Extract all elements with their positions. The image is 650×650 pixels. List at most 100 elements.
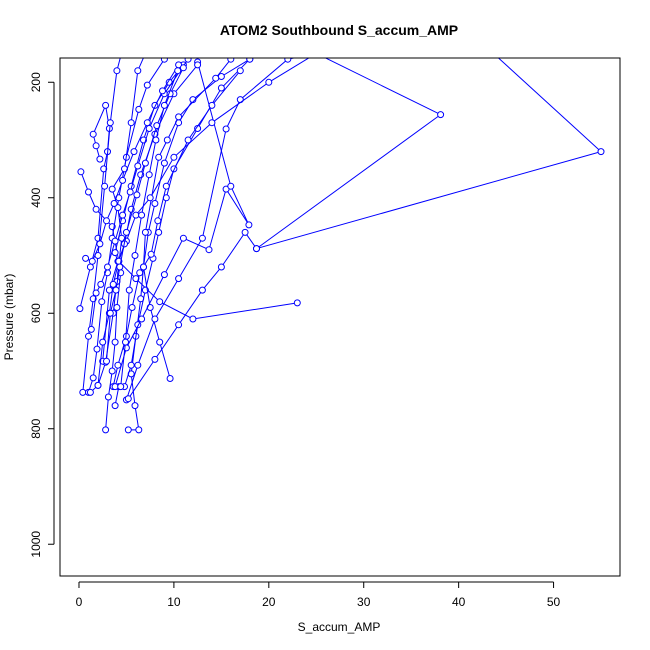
data-point <box>143 119 151 127</box>
data-point <box>94 381 102 389</box>
data-point <box>189 315 197 323</box>
data-point <box>208 119 216 127</box>
data-point <box>236 96 244 104</box>
data-point <box>82 254 90 262</box>
data-point <box>147 250 155 258</box>
data-point <box>217 263 225 271</box>
series-line <box>114 58 251 406</box>
data-point <box>122 338 129 346</box>
data-point <box>151 315 159 323</box>
data-point <box>222 125 230 133</box>
data-point <box>122 39 128 45</box>
data-point <box>143 81 151 89</box>
data-point <box>93 345 101 353</box>
data-point <box>313 50 319 56</box>
data-point <box>227 182 235 190</box>
series-13 <box>124 45 605 403</box>
data-point <box>245 221 253 229</box>
x-tick-label: 20 <box>262 595 276 609</box>
data-point <box>122 228 130 236</box>
data-point <box>160 271 168 279</box>
x-axis-label: S_accum_AMP <box>298 620 381 634</box>
data-point <box>119 211 127 219</box>
data-point <box>179 234 187 242</box>
data-point <box>174 67 182 75</box>
data-point <box>105 286 113 294</box>
x-tick-label: 0 <box>76 595 83 609</box>
series-14 <box>99 58 445 365</box>
y-axis-label: Pressure (mbar) <box>2 274 16 361</box>
data-point <box>104 263 111 271</box>
data-point <box>175 321 183 329</box>
data-point <box>159 87 166 95</box>
data-point <box>131 402 139 410</box>
data-point <box>119 176 127 184</box>
data-point <box>111 402 119 410</box>
series-line <box>114 61 250 387</box>
data-point <box>127 119 135 127</box>
data-point <box>96 155 104 163</box>
x-tick-label: 40 <box>452 595 466 609</box>
data-point <box>89 130 97 138</box>
data-point <box>484 45 490 51</box>
data-point <box>597 148 605 156</box>
data-point <box>97 280 105 288</box>
data-point <box>87 325 95 333</box>
series-line <box>85 64 180 262</box>
data-point <box>111 338 119 346</box>
data-point <box>141 228 149 236</box>
data-point <box>437 111 445 119</box>
data-point <box>227 58 235 63</box>
data-point <box>236 67 244 75</box>
data-point <box>136 269 144 277</box>
data-point <box>111 237 119 245</box>
y-tick-label: 200 <box>29 72 43 92</box>
data-point <box>86 388 94 396</box>
data-point <box>205 246 213 254</box>
data-point <box>104 393 112 401</box>
data-point <box>117 383 125 391</box>
data-point <box>135 426 143 434</box>
data-point <box>108 367 116 375</box>
y-tick-label: 800 <box>29 418 43 438</box>
data-point <box>156 298 164 306</box>
data-point <box>253 245 260 253</box>
data-point <box>141 159 149 167</box>
data-point <box>134 67 142 75</box>
data-point <box>160 159 168 167</box>
x-tick-label: 10 <box>167 595 181 609</box>
series-line <box>127 58 603 399</box>
data-point <box>106 309 114 317</box>
data-point <box>124 395 132 403</box>
plot-frame <box>59 57 621 577</box>
data-point <box>198 234 206 242</box>
data-point <box>88 257 96 265</box>
data-point <box>110 200 118 207</box>
data-point <box>166 375 174 382</box>
data-point <box>125 286 133 294</box>
data-point <box>77 168 85 176</box>
data-point <box>98 298 106 306</box>
data-point <box>76 305 84 313</box>
data-point <box>132 211 140 219</box>
series-7 <box>124 58 254 434</box>
data-point <box>128 304 136 311</box>
data-point <box>138 211 146 219</box>
data-point <box>217 84 225 92</box>
series-16 <box>87 58 192 333</box>
data-point <box>293 299 301 307</box>
x-tick-label: 50 <box>547 595 561 609</box>
data-point <box>92 289 100 297</box>
data-point <box>175 113 183 121</box>
data-point <box>113 67 121 75</box>
plot-layer <box>76 39 605 434</box>
data-point <box>124 426 132 434</box>
x-tick-label: 30 <box>357 595 371 609</box>
data-point <box>130 148 138 156</box>
data-point <box>241 228 249 236</box>
data-point <box>140 263 147 271</box>
data-point <box>99 338 107 346</box>
data-point <box>134 361 142 369</box>
